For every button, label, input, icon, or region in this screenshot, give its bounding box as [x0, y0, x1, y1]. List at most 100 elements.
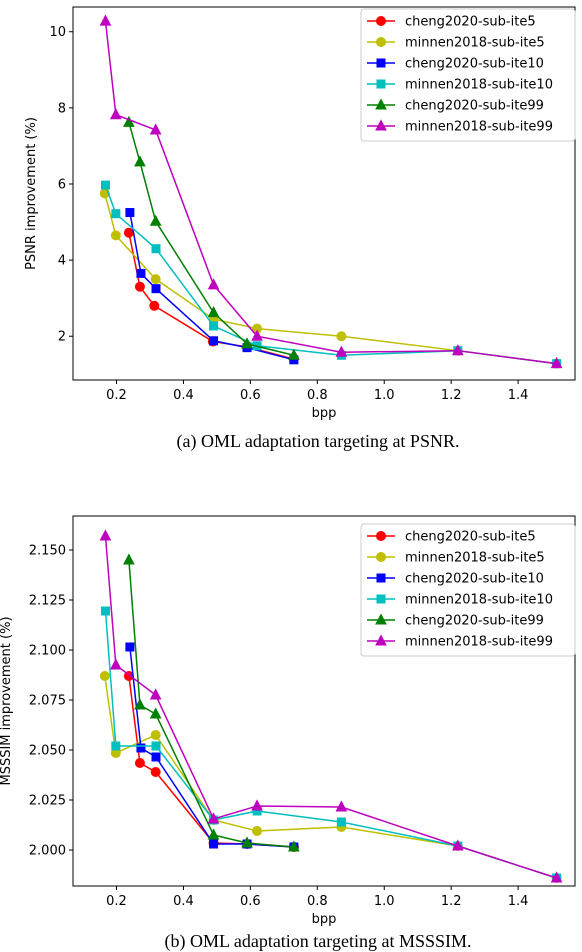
series-minnen2018-sub-ite5 — [99, 188, 562, 369]
data-point — [99, 529, 112, 541]
data-point — [336, 331, 347, 342]
legend-label: minnen2018-sub-ite10 — [405, 593, 553, 608]
data-point — [134, 281, 145, 292]
data-point — [110, 108, 122, 120]
legend-box — [360, 523, 576, 657]
y-tick-label: 2.150 — [29, 544, 66, 559]
x-tick-label: 1.4 — [508, 388, 529, 403]
series-line — [104, 184, 557, 365]
x-tick-label: 0.4 — [173, 388, 194, 403]
y-axis-label: MSSSIM improvement (%) — [0, 616, 14, 785]
legend-marker — [375, 119, 387, 131]
data-point — [149, 688, 162, 700]
x-tick-label: 0.4 — [173, 894, 194, 909]
y-axis-label: PSNR improvement (%) — [24, 117, 39, 270]
y-tick-label: 2.025 — [29, 794, 66, 809]
legend-label: minnen2018-sub-ite99 — [405, 635, 553, 650]
data-point — [252, 826, 263, 836]
legend-marker — [375, 98, 387, 110]
series-line — [128, 122, 295, 356]
data-point — [209, 321, 219, 331]
y-tick-label: 4 — [58, 254, 66, 269]
data-point — [150, 730, 161, 740]
legend-label: cheng2020-sub-ite10 — [405, 572, 544, 587]
legend-marker — [376, 573, 386, 583]
data-point — [125, 642, 135, 652]
x-tick-label: 0.2 — [106, 894, 127, 909]
series-line — [129, 646, 294, 848]
data-point — [134, 758, 145, 768]
legend-label: cheng2020-sub-ite5 — [405, 15, 536, 30]
data-point — [288, 348, 300, 360]
legend-label: cheng2020-sub-ite99 — [405, 99, 544, 114]
data-point — [209, 839, 219, 849]
y-tick-label: 8 — [58, 101, 66, 116]
series-cheng2020-sub-ite99 — [123, 115, 300, 360]
legend-label: minnen2018-sub-ite5 — [405, 551, 545, 566]
x-tick-label: 0.6 — [240, 894, 261, 909]
y-tick-label: 2.125 — [29, 594, 66, 609]
data-point — [336, 817, 346, 827]
data-point — [111, 741, 121, 751]
series-cheng2020-sub-ite99 — [123, 553, 300, 852]
x-tick-label: 0.2 — [106, 388, 127, 403]
legend-box — [360, 8, 576, 142]
legend-label: minnen2018-sub-ite5 — [405, 36, 545, 51]
x-tick-label: 1.0 — [374, 388, 395, 403]
legend-marker — [376, 16, 386, 26]
legend-marker — [376, 58, 386, 68]
y-tick-label: 2.000 — [29, 844, 66, 859]
data-point — [550, 357, 563, 369]
data-point — [111, 209, 121, 219]
legend-marker — [376, 37, 386, 47]
legend-marker — [376, 79, 386, 89]
data-point — [151, 752, 161, 762]
data-point — [99, 671, 110, 681]
data-point — [110, 230, 121, 241]
panel-msssim: (b) OML adaptation targeting at MSSSIM. … — [0, 515, 576, 952]
legend: cheng2020-sub-ite5 minnen2018-sub-ite5 che… — [360, 8, 576, 142]
x-axis-label: bpp — [312, 406, 337, 421]
x-tick-label: 1.2 — [441, 894, 462, 909]
series-minnen2018-sub-ite99 — [99, 14, 563, 369]
series-minnen2018-sub-ite10 — [100, 180, 562, 369]
data-point — [150, 274, 161, 285]
data-point — [241, 337, 253, 349]
data-point — [123, 115, 135, 127]
data-point — [123, 553, 135, 565]
data-point — [99, 14, 112, 26]
data-point — [136, 743, 146, 753]
caption-msssim: (b) OML adaptation targeting at MSSSIM. — [165, 931, 472, 952]
data-point — [100, 606, 110, 616]
data-point — [134, 155, 146, 167]
legend-marker — [376, 552, 386, 562]
legend-label: minnen2018-sub-ite99 — [405, 120, 553, 135]
legend-marker — [376, 594, 386, 604]
data-point — [241, 836, 253, 848]
x-tick-label: 1.2 — [441, 388, 462, 403]
x-tick-label: 0.6 — [240, 388, 261, 403]
x-axis-label: bpp — [312, 912, 337, 927]
y-tick-label: 2.075 — [29, 694, 66, 709]
legend-marker — [375, 634, 387, 646]
data-point — [207, 812, 220, 824]
legend: cheng2020-sub-ite5 minnen2018-sub-ite5 che… — [360, 523, 576, 657]
data-point — [209, 336, 219, 346]
data-point — [134, 698, 146, 710]
data-point — [151, 741, 161, 751]
panel-psnr: (a) OML adaptation targeting at PSNR. 0.… — [24, 6, 576, 452]
data-point — [149, 214, 162, 226]
y-tick-label: 2 — [58, 330, 66, 345]
series-line — [104, 535, 557, 879]
data-point — [100, 180, 110, 190]
data-point — [288, 840, 300, 852]
legend-label: cheng2020-sub-ite10 — [405, 57, 544, 72]
legend-label: cheng2020-sub-ite99 — [405, 614, 544, 629]
data-point — [136, 268, 146, 278]
data-point — [207, 828, 220, 840]
data-point — [151, 244, 161, 254]
data-point — [207, 278, 220, 290]
data-point — [123, 227, 134, 238]
data-point — [335, 345, 348, 357]
